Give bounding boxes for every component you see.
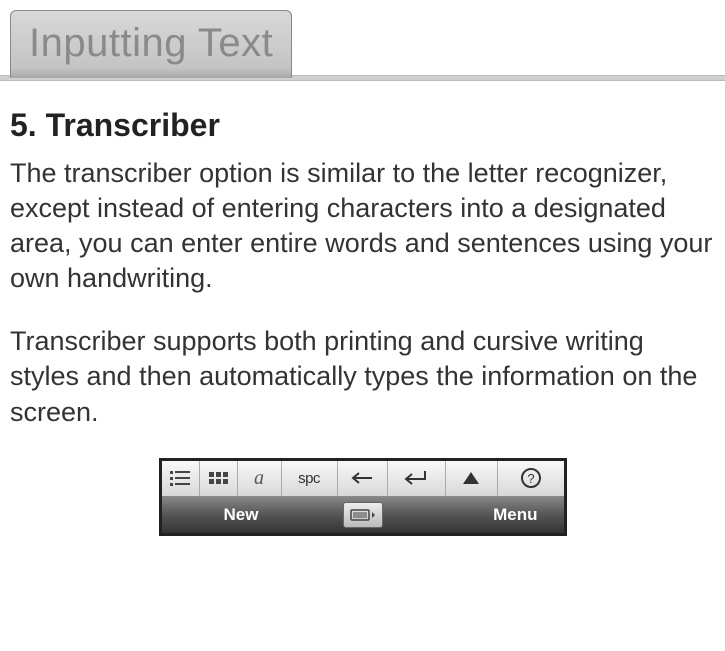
tab-container: Inputting Text [0,0,725,78]
space-button[interactable]: spc [282,461,338,496]
svg-text:?: ? [527,471,534,486]
backspace-button[interactable] [338,461,388,496]
help-icon: ? [520,467,542,489]
letter-a-icon: a [254,467,264,490]
content-area: 5. Transcriber The transcriber option is… [0,81,725,536]
input-panel-icon [350,507,376,523]
keyboard-icon [209,472,228,484]
keyboard-button[interactable] [200,461,238,496]
correction-icon [461,470,481,486]
menu-button[interactable]: Menu [493,505,537,525]
transcriber-toolbar-screenshot: a spc [159,458,567,536]
page-title: Inputting Text [29,21,273,65]
paragraph-1: The transcriber option is similar to the… [10,156,715,296]
space-label: spc [298,470,320,487]
enter-button[interactable] [388,461,446,496]
help-button[interactable]: ? [498,461,564,496]
paragraph-2: Transcriber supports both printing and c… [10,324,715,429]
options-button[interactable] [162,461,200,496]
enter-icon [403,469,429,487]
toolbar-bottom-row: New Menu [162,497,564,533]
section-heading: 5. Transcriber [10,107,715,144]
options-icon [170,471,190,486]
page-title-tab: Inputting Text [10,10,292,78]
new-button[interactable]: New [224,505,259,525]
input-panel-button[interactable] [343,502,383,528]
arrow-left-icon [351,471,373,485]
letter-shapes-button[interactable]: a [238,461,282,496]
correction-button[interactable] [446,461,498,496]
toolbar-top-row: a spc [162,461,564,497]
